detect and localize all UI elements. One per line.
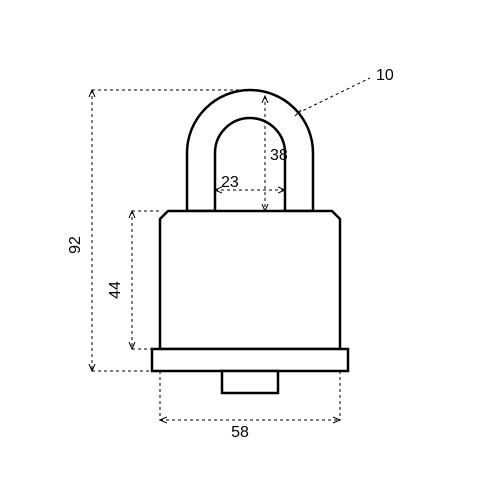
dim-body-width-label: 58	[231, 424, 249, 441]
dim-shackle-thickness-label: 10	[376, 67, 394, 84]
dim-shackle-inner-width-label: 23	[221, 174, 239, 191]
padlock-bottom-tab	[222, 371, 278, 393]
dim-total-height-label: 92	[67, 236, 84, 254]
dim-body-height-label: 44	[107, 281, 124, 299]
dim-shackle-height-label: 38	[270, 147, 288, 164]
padlock-diagram: 92 44 38 23 58 10	[0, 0, 500, 500]
padlock-shackle	[187, 90, 313, 211]
padlock-body	[160, 211, 340, 349]
padlock-base-plate	[152, 349, 348, 371]
